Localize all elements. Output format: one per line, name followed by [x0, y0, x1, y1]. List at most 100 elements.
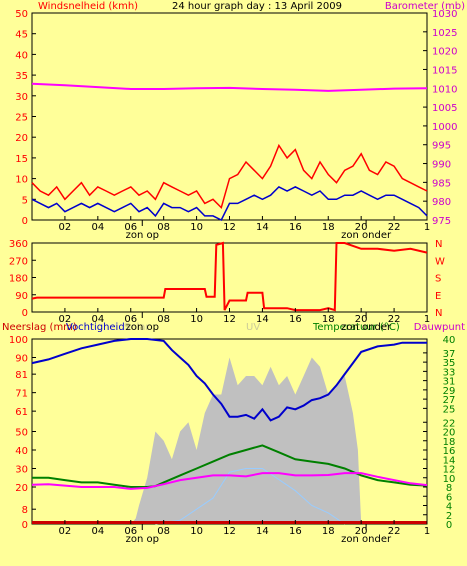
panel-wind: 0510152025303540455097598098599099510001… [15, 9, 457, 241]
right-tick-label: 995 [432, 141, 451, 152]
x-tick-label: 16 [289, 314, 302, 325]
x-tick-label: 14 [256, 526, 269, 537]
series-gust [31, 143, 428, 210]
left-tick-label: 71 [15, 389, 28, 400]
x-tick-label: 16 [289, 222, 302, 233]
x-tick-label: 22 [388, 526, 401, 537]
right-tick-label: 37 [443, 349, 456, 360]
right-tick-label: 35 [443, 358, 456, 369]
right-tick-label: 27 [443, 395, 456, 406]
x-tick-label: 20 [355, 222, 368, 233]
x-tick-label: 06 [124, 222, 137, 233]
right-tick-label: 33 [443, 367, 456, 378]
right-tick-label: 1030 [432, 9, 457, 20]
sunrise-label: zon op [126, 230, 159, 241]
ghost-label-solar: Solar [124, 322, 150, 333]
right-tick-label: 1015 [432, 65, 457, 76]
left-axis-label-humidity: Vochtigheid [66, 322, 125, 333]
right-tick-label: 990 [432, 160, 451, 171]
series-uv [155, 468, 345, 525]
compass-label: N [435, 308, 442, 319]
sunset-label: zon onder [341, 534, 392, 545]
right-tick-label: 10 [443, 474, 456, 485]
right-tick-label: 22 [443, 418, 456, 429]
x-tick-label: 04 [91, 222, 104, 233]
right-tick-label: 8 [446, 483, 452, 494]
right-axis-label-barometer: Barometer (mb) [385, 1, 465, 12]
x-tick-label: 08 [157, 314, 170, 325]
left-tick-label: 81 [15, 370, 28, 381]
x-tick-label: 16 [289, 526, 302, 537]
series-wind-speed [31, 185, 428, 222]
right-tick-label: 980 [432, 197, 451, 208]
right-tick-label: 16 [443, 446, 456, 457]
left-tick-label: 25 [15, 113, 28, 124]
x-tick-label: 20 [355, 314, 368, 325]
compass-label: E [435, 291, 441, 302]
right-tick-label: 25 [443, 404, 456, 415]
series-solar [32, 357, 427, 524]
x-tick-label: 1 [424, 526, 430, 537]
right-tick-label: 0 [446, 520, 452, 531]
x-tick-label: 1 [424, 222, 430, 233]
left-axis-label-rain: Neerslag (mm) [2, 322, 77, 333]
left-tick-label: 5 [22, 195, 28, 206]
right-tick-label: 31 [443, 377, 456, 388]
right-tick-label: 20 [443, 428, 456, 439]
right-tick-label: 6 [446, 492, 452, 503]
right-tick-label: 1000 [432, 122, 457, 133]
left-tick-label: 30 [15, 92, 28, 103]
x-tick-label: 1 [424, 314, 430, 325]
right-tick-label: 29 [443, 386, 456, 397]
left-tick-label: 40 [15, 50, 28, 61]
x-tick-label: 02 [59, 526, 72, 537]
x-tick-label: 08 [157, 222, 170, 233]
right-tick-label: 1025 [432, 28, 457, 39]
left-tick-label: 270 [9, 256, 28, 267]
left-tick-label: 90 [15, 354, 28, 365]
right-tick-label: 14 [443, 455, 456, 466]
x-tick-label: 10 [190, 526, 203, 537]
left-tick-label: 20 [15, 483, 28, 494]
x-tick-label: 06 [124, 314, 137, 325]
x-tick-label: 12 [223, 526, 236, 537]
right-tick-label: 1020 [432, 47, 457, 58]
left-axis-label-wind: Windsnelheid (kmh) [38, 1, 138, 12]
left-tick-label: 100 [9, 335, 28, 346]
left-tick-label: 10 [15, 175, 28, 186]
x-tick-label: 06 [124, 526, 137, 537]
right-tick-label: 2 [446, 511, 452, 522]
x-tick-label: 18 [322, 314, 335, 325]
right-tick-label: 1010 [432, 84, 457, 95]
x-tick-label: 14 [256, 314, 269, 325]
series-barometer [31, 82, 428, 92]
left-tick-label: 45 [15, 30, 28, 41]
left-tick-label: 8 [22, 505, 28, 516]
x-tick-label: 08 [157, 526, 170, 537]
right-axis-label-temperature: Temperatuur (°C) [312, 322, 400, 333]
x-tick-label: 02 [59, 314, 72, 325]
left-tick-label: 35 [15, 71, 28, 82]
left-tick-label: 360 [9, 239, 28, 250]
sunset-label: zon onder [341, 322, 392, 333]
right-tick-label: 1005 [432, 103, 457, 114]
x-tick-label: 02 [59, 222, 72, 233]
left-tick-label: 180 [9, 274, 28, 285]
left-tick-label: 30 [15, 465, 28, 476]
x-tick-label: 20 [355, 526, 368, 537]
series-wind-direction [31, 241, 428, 312]
series-dewpoint [31, 472, 428, 490]
right-tick-label: 12 [443, 465, 456, 476]
x-tick-label: 18 [322, 222, 335, 233]
left-tick-label: 20 [15, 133, 28, 144]
left-tick-label: 50 [15, 428, 28, 439]
x-tick-label: 04 [91, 314, 104, 325]
x-tick-label: 04 [91, 526, 104, 537]
left-tick-label: 61 [15, 407, 28, 418]
right-tick-label: 40 [443, 335, 456, 346]
right-tick-label: 985 [432, 178, 451, 189]
series-humidity [31, 338, 427, 422]
left-tick-label: 15 [15, 154, 28, 165]
x-tick-label: 18 [322, 526, 335, 537]
